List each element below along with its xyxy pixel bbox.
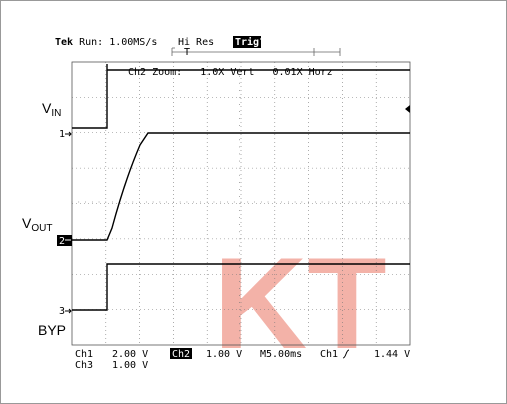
- marker-3: 3: [59, 306, 65, 317]
- vout-label: VOUT: [22, 215, 52, 234]
- trig-box: [233, 36, 261, 48]
- mode: Hi Res: [178, 37, 214, 48]
- trigger-bar: [171, 47, 341, 56]
- trigger-level-marker: [405, 105, 410, 113]
- vin-sub: IN: [51, 108, 61, 119]
- graticule-border: [71, 61, 411, 346]
- ch3: Ch3: [75, 360, 93, 371]
- vout-sub: OUT: [31, 223, 52, 234]
- vout-main: V: [22, 215, 32, 231]
- marker-1: 1: [59, 129, 65, 140]
- ch2-box: [170, 348, 192, 359]
- watermark: KT: [213, 230, 386, 376]
- vin-main: V: [42, 100, 52, 116]
- marker-2-box: [57, 235, 72, 246]
- header: Tek Run: 1.00MS/s: [55, 37, 157, 48]
- run: Run: 1.00MS/s: [79, 37, 157, 48]
- ch1-scale: 2.00 V: [112, 349, 148, 360]
- timebase: M5.00ms: [260, 349, 302, 360]
- vin-label: VIN: [42, 100, 61, 119]
- vout-trace: [72, 132, 410, 241]
- marker-3-arrow: [65, 308, 72, 314]
- ch3-scale: 1.00 V: [112, 360, 148, 371]
- byp-trace: [72, 263, 410, 311]
- ch2-scale: 1.00 V: [206, 349, 242, 360]
- zoom: Ch2 Zoom: 1.0X Vert 0.01X Horz: [128, 67, 333, 78]
- brand: Tek: [55, 37, 73, 48]
- trig-level: 1.44 V: [374, 349, 410, 360]
- ch1: Ch1: [75, 349, 93, 360]
- trig-source: Ch1: [320, 349, 338, 360]
- vin-trace: [72, 64, 410, 129]
- byp-label: BYP: [38, 322, 66, 338]
- trigger-pos: T: [184, 47, 190, 58]
- marker-2: 2: [59, 236, 65, 247]
- trig: Trig?: [235, 36, 265, 48]
- ch2: Ch2: [172, 349, 190, 360]
- trig-slope: [342, 349, 350, 359]
- marker-1-arrow: [65, 131, 72, 137]
